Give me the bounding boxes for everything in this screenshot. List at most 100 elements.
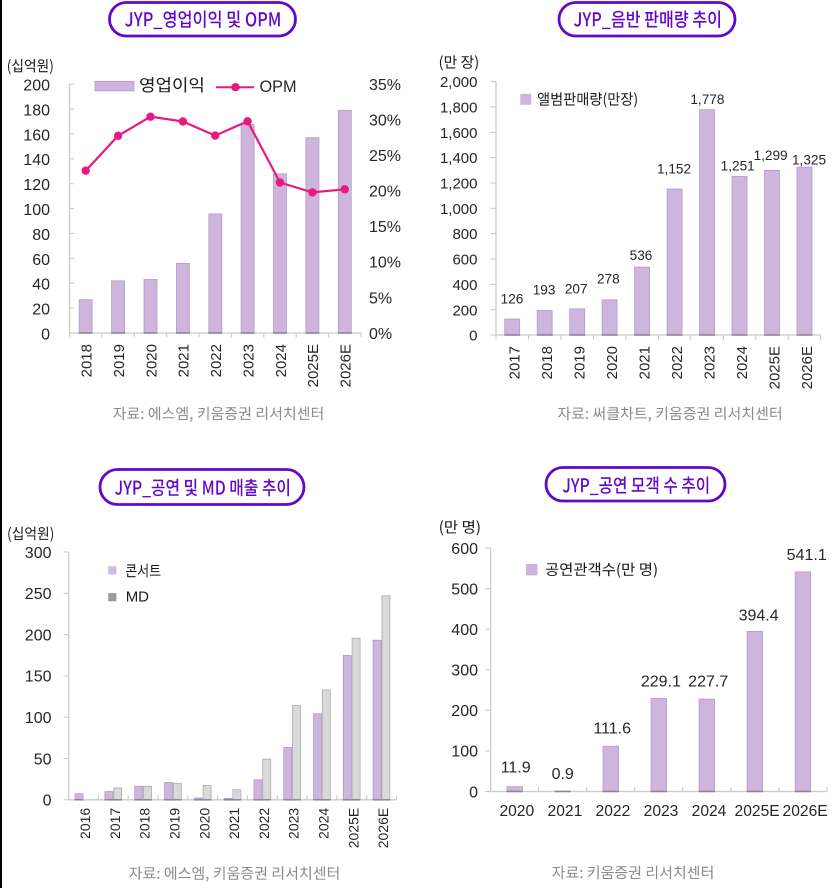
svg-text:2,000: 2,000 [440,74,478,91]
svg-text:100: 100 [25,710,52,727]
svg-text:536: 536 [630,248,653,263]
svg-text:2021: 2021 [176,344,193,377]
svg-text:229.1: 229.1 [641,673,681,690]
svg-text:2024: 2024 [692,803,727,820]
svg-text:160: 160 [23,127,50,144]
svg-text:200: 200 [451,703,478,720]
svg-text:2021: 2021 [226,808,242,839]
svg-text:200: 200 [25,627,52,644]
svg-text:2020: 2020 [143,344,160,377]
svg-text:15%: 15% [369,219,401,236]
svg-text:120: 120 [23,177,50,194]
svg-text:300: 300 [451,663,478,680]
svg-text:300: 300 [25,545,52,562]
svg-text:180: 180 [23,103,50,120]
svg-text:2025E: 2025E [767,346,784,389]
svg-text:100: 100 [451,744,478,761]
svg-text:1,778: 1,778 [690,92,724,107]
svg-text:40: 40 [32,277,50,294]
svg-text:0.9: 0.9 [552,766,574,783]
svg-text:2019: 2019 [111,344,128,377]
svg-text:11.9: 11.9 [501,760,531,777]
svg-text:2017: 2017 [107,808,123,839]
svg-text:500: 500 [451,581,478,598]
svg-text:1,152: 1,152 [657,161,691,176]
svg-text:111.6: 111.6 [593,721,631,738]
svg-text:250: 250 [25,586,52,603]
svg-text:60: 60 [32,252,50,269]
svg-text:1,800: 1,800 [440,100,478,117]
svg-text:MD: MD [126,589,149,606]
svg-text:2025E: 2025E [305,344,322,387]
svg-text:278: 278 [597,271,620,286]
svg-text:193: 193 [533,282,556,297]
svg-text:2021: 2021 [637,346,654,379]
svg-text:20: 20 [32,302,50,319]
svg-text:2016: 2016 [77,808,93,839]
svg-text:1,200: 1,200 [440,176,478,193]
svg-text:2023: 2023 [240,344,257,377]
svg-text:1,400: 1,400 [440,150,478,167]
svg-text:2026E: 2026E [338,344,355,387]
svg-text:35%: 35% [369,77,401,94]
svg-text:2025E: 2025E [345,808,361,848]
svg-text:541.1: 541.1 [787,547,827,564]
svg-text:600: 600 [452,252,477,269]
svg-text:5%: 5% [369,290,392,307]
svg-text:25%: 25% [369,148,401,165]
svg-text:0%: 0% [369,326,392,343]
svg-text:2024: 2024 [273,344,290,377]
svg-text:227.7: 227.7 [688,673,728,690]
svg-text:2018: 2018 [137,808,153,839]
svg-text:2019: 2019 [572,346,589,379]
svg-text:2019: 2019 [167,808,183,839]
svg-text:2024: 2024 [734,346,751,379]
svg-text:80: 80 [32,227,50,244]
svg-text:2023: 2023 [644,803,679,820]
svg-text:100: 100 [23,202,50,219]
svg-text:200: 200 [23,78,50,95]
svg-text:2023: 2023 [286,808,302,839]
svg-text:2017: 2017 [507,346,524,379]
svg-text:2026E: 2026E [375,808,391,848]
svg-text:2026E: 2026E [783,803,828,820]
svg-text:2018: 2018 [79,344,96,377]
svg-text:140: 140 [23,152,50,169]
svg-text:2020: 2020 [604,346,621,379]
svg-text:126: 126 [501,291,524,306]
svg-text:150: 150 [25,669,52,686]
svg-text:2022: 2022 [596,803,631,820]
svg-text:0: 0 [41,326,50,343]
svg-text:OPM: OPM [260,78,297,96]
svg-text:2023: 2023 [702,346,719,379]
svg-text:2020: 2020 [196,808,212,839]
svg-text:2021: 2021 [548,803,583,820]
svg-text:2025E: 2025E [735,803,780,820]
svg-text:400: 400 [452,277,477,294]
svg-text:200: 200 [452,302,477,319]
svg-text:2020: 2020 [499,803,534,820]
svg-text:2022: 2022 [256,808,272,839]
svg-text:2024: 2024 [316,808,332,839]
svg-text:50: 50 [34,751,52,768]
svg-text:1,000: 1,000 [440,201,478,218]
svg-text:400: 400 [451,622,478,639]
svg-text:2018: 2018 [539,346,556,379]
svg-text:0: 0 [469,328,477,345]
svg-text:20%: 20% [369,184,401,201]
svg-text:30%: 30% [369,113,401,130]
svg-text:0: 0 [469,784,478,801]
svg-text:1,251: 1,251 [721,159,755,174]
svg-text:2022: 2022 [208,344,225,377]
svg-text:1,299: 1,299 [754,148,788,163]
svg-text:600: 600 [451,541,478,558]
svg-text:1,600: 1,600 [440,125,478,142]
svg-text:207: 207 [565,281,588,296]
svg-text:2026E: 2026E [799,346,816,389]
svg-text:394.4: 394.4 [739,607,779,624]
svg-text:0: 0 [43,793,52,810]
svg-text:800: 800 [452,226,477,243]
svg-text:1,325: 1,325 [792,152,826,167]
svg-text:2022: 2022 [669,346,686,379]
svg-text:10%: 10% [369,255,401,272]
